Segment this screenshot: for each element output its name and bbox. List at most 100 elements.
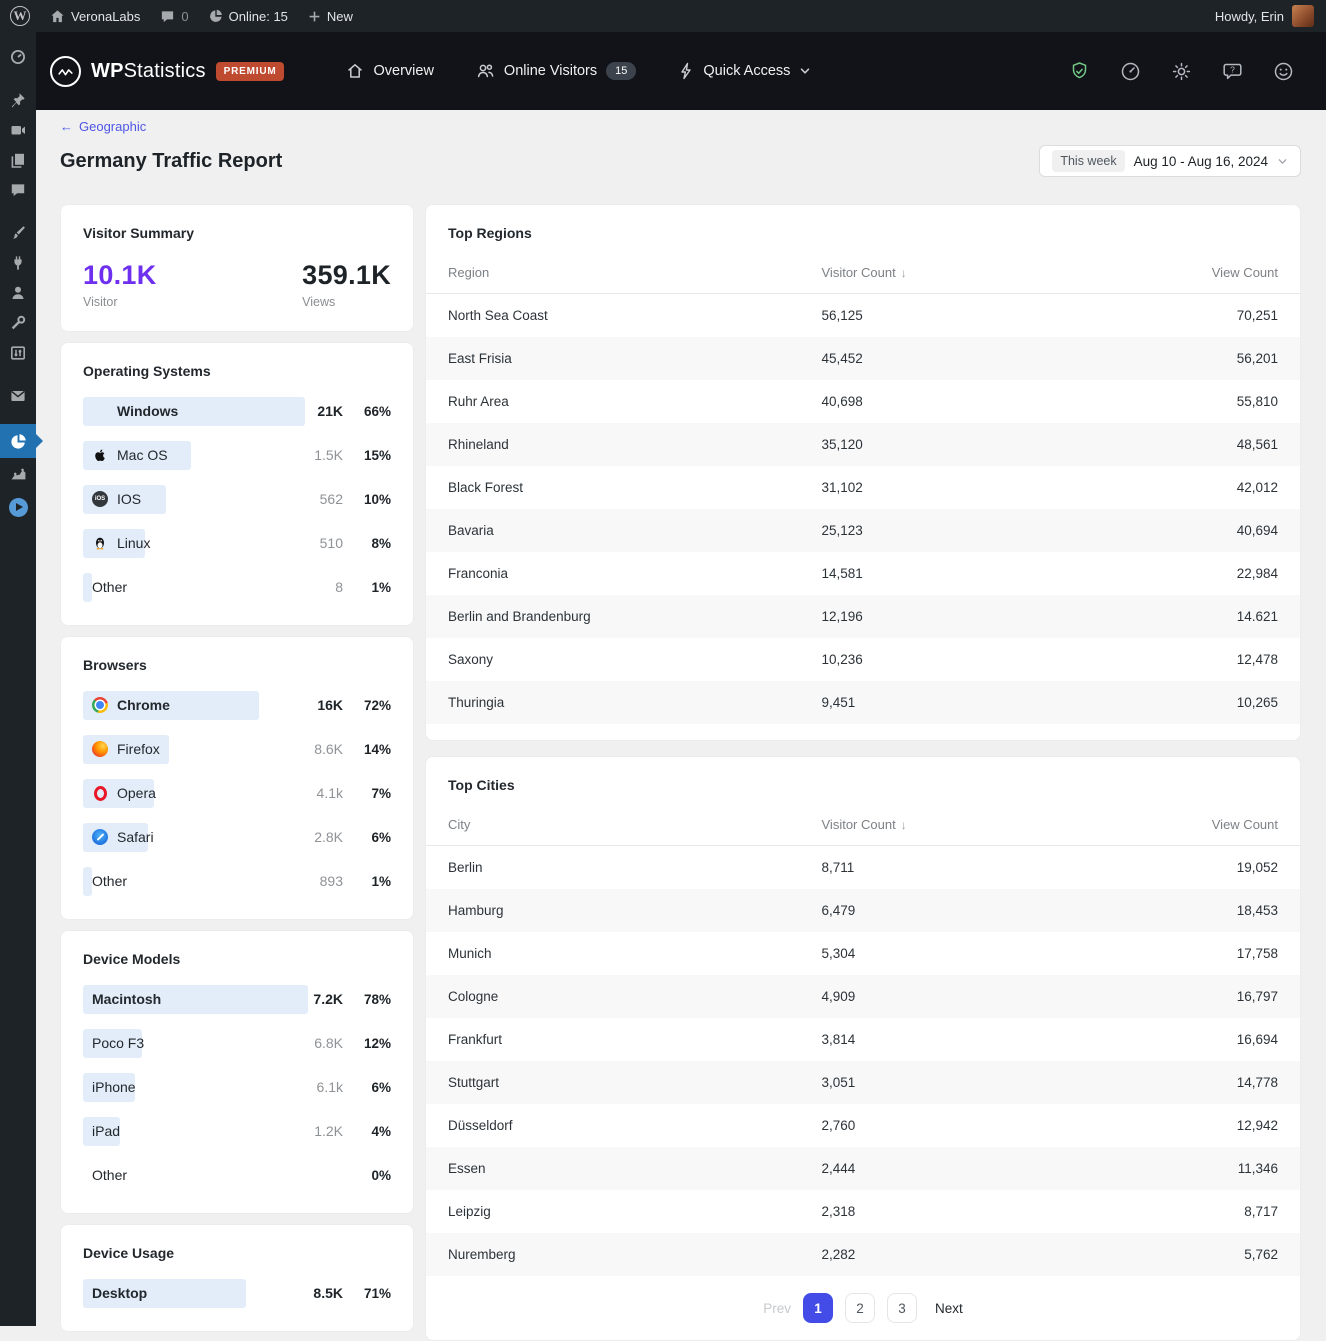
pagination-prev[interactable]: Prev bbox=[763, 1300, 791, 1316]
online-label: Online: 15 bbox=[228, 8, 288, 24]
stat-percent: 10% bbox=[363, 491, 391, 507]
visitor-count: 35,120 bbox=[821, 437, 863, 452]
city-name: Frankfurt bbox=[448, 1032, 503, 1047]
brush-icon bbox=[12, 226, 25, 239]
card-title: Top Cities bbox=[448, 777, 515, 793]
help-icon[interactable]: ? bbox=[1222, 61, 1243, 82]
brand-rest: Statistics bbox=[123, 59, 206, 82]
howdy-link[interactable]: Howdy, Erin bbox=[1214, 8, 1284, 24]
top-cities-card: Top Cities City Visitor Count ↓ View Coun… bbox=[425, 756, 1301, 1341]
sliders-icon bbox=[10, 346, 25, 360]
admin-bar: W VeronaLabs 0 Online: 15 New bbox=[0, 0, 1326, 32]
visitor-count: 9,451 bbox=[821, 695, 856, 710]
visitor-count: 2,318 bbox=[821, 1204, 856, 1219]
envelope-icon bbox=[11, 391, 25, 401]
sidebar-item-appearance[interactable] bbox=[0, 218, 36, 248]
stat-label: Other bbox=[92, 873, 128, 890]
nav-online-visitors[interactable]: Online Visitors 15 bbox=[476, 62, 637, 80]
city-name: Stuttgart bbox=[448, 1075, 500, 1090]
sidebar-item-tools[interactable] bbox=[0, 308, 36, 338]
wp-statistics-logo[interactable]: WPStatistics PREMIUM bbox=[50, 55, 285, 87]
breadcrumb-back-link[interactable]: ← Geographic bbox=[60, 119, 146, 134]
date-range-text: Aug 10 - Aug 16, 2024 bbox=[1133, 153, 1268, 169]
nav-quick-access[interactable]: Quick Access bbox=[678, 62, 811, 80]
table-row: Franconia 14,581 22,984 bbox=[426, 552, 1300, 595]
column-visitor-count[interactable]: Visitor Count ↓ bbox=[821, 817, 907, 832]
visitor-count: 45,452 bbox=[821, 351, 863, 366]
stat-percent: 78% bbox=[363, 991, 391, 1007]
model-row-poco-f3: Poco F3 6.8K 12% bbox=[83, 1028, 391, 1058]
sidebar-item-plugins[interactable] bbox=[0, 248, 36, 278]
stat-label: Linux bbox=[117, 535, 151, 552]
stat-percent: 6% bbox=[371, 1079, 391, 1095]
sidebar-item-media[interactable] bbox=[0, 115, 36, 145]
avatar[interactable] bbox=[1292, 5, 1314, 27]
comments-link[interactable]: 0 bbox=[150, 0, 198, 32]
card-title: Operating Systems bbox=[83, 362, 211, 379]
device-usage-card: Device Usage Desktop 8.5K 71% bbox=[60, 1223, 414, 1332]
sidebar-item-comments[interactable] bbox=[0, 175, 36, 205]
stat-label: IOS bbox=[117, 491, 142, 508]
shield-check-icon[interactable] bbox=[1069, 61, 1090, 82]
sidebar-item-settings[interactable] bbox=[0, 338, 36, 368]
new-content-link[interactable]: New bbox=[298, 0, 363, 32]
region-name: North Sea Coast bbox=[448, 308, 548, 323]
sidebar-item-mail[interactable] bbox=[0, 381, 36, 411]
nav-overview[interactable]: Overview bbox=[346, 62, 434, 80]
pagination-next[interactable]: Next bbox=[935, 1300, 963, 1316]
brand-wp: WP bbox=[91, 59, 124, 82]
table-row: Ruhr Area 40,698 55,810 bbox=[426, 380, 1300, 423]
browser-row-opera: Opera 4.1k 7% bbox=[83, 778, 391, 808]
top-regions-card: Top Regions Region Visitor Count ↓ View C… bbox=[425, 204, 1301, 741]
table-row: Saxony 10,236 12,478 bbox=[426, 638, 1300, 681]
view-count: 42,012 bbox=[1236, 480, 1278, 495]
table-header: City Visitor Count ↓ View Count bbox=[426, 805, 1300, 846]
wordpress-menu[interactable]: W bbox=[0, 0, 40, 32]
table-row: Essen 2,444 11,346 bbox=[426, 1147, 1300, 1190]
view-count: 10,265 bbox=[1236, 695, 1278, 710]
column-visitor-count[interactable]: Visitor Count ↓ bbox=[821, 265, 907, 280]
sidebar-item-dashboard[interactable] bbox=[0, 42, 36, 72]
gear-icon[interactable] bbox=[1171, 61, 1192, 82]
pagination-page-2[interactable]: 2 bbox=[845, 1293, 875, 1323]
stat-label: Opera bbox=[117, 785, 156, 802]
stat-value: 21K bbox=[317, 403, 343, 420]
pin-icon bbox=[11, 93, 25, 108]
sidebar-item-posts[interactable] bbox=[0, 85, 36, 115]
user-icon bbox=[12, 286, 24, 299]
visitor-count: 56,125 bbox=[821, 308, 863, 323]
view-count: 16,694 bbox=[1236, 1032, 1278, 1047]
pagination-page-1[interactable]: 1 bbox=[803, 1293, 833, 1323]
device-models-card: Device Models Macintosh 7.2K 78% Poco F3… bbox=[60, 929, 414, 1214]
table-row: Bavaria 25,123 40,694 bbox=[426, 509, 1300, 552]
site-name-link[interactable]: VeronaLabs bbox=[40, 0, 150, 32]
sidebar-item-analytics[interactable] bbox=[0, 458, 36, 488]
sidebar-item-users[interactable] bbox=[0, 278, 36, 308]
region-name: Thuringia bbox=[448, 695, 505, 710]
table-row: Berlin 8,711 19,052 bbox=[426, 846, 1300, 889]
area-chart-icon bbox=[11, 468, 25, 479]
sidebar-item-pages[interactable] bbox=[0, 145, 36, 175]
views-value: 359.1K bbox=[302, 260, 391, 290]
card-title: Device Models bbox=[83, 950, 181, 967]
os-row-linux: Linux 510 8% bbox=[83, 528, 391, 558]
view-count: 40,694 bbox=[1236, 523, 1278, 538]
browsers-card: Browsers Chrome 16K 72% Firefox 8.6K 14% bbox=[60, 635, 414, 920]
online-visitors-link[interactable]: Online: 15 bbox=[199, 0, 298, 32]
stat-label: Macintosh bbox=[92, 991, 162, 1008]
pagination-page-3[interactable]: 3 bbox=[887, 1293, 917, 1323]
sidebar-item-wp-statistics[interactable] bbox=[0, 424, 36, 458]
date-range-picker[interactable]: This week Aug 10 - Aug 16, 2024 bbox=[1039, 145, 1301, 177]
smiley-icon[interactable] bbox=[1273, 61, 1294, 82]
usage-row-desktop: Desktop 8.5K 71% bbox=[83, 1278, 391, 1308]
stat-bar bbox=[83, 572, 93, 602]
visitor-metric: 10.1K Visitor bbox=[83, 260, 157, 308]
views-label: Views bbox=[302, 294, 336, 309]
visitor-count: 5,304 bbox=[821, 946, 856, 961]
view-count: 17,758 bbox=[1236, 946, 1278, 961]
city-name: Berlin bbox=[448, 860, 483, 875]
browser-row-safari: Safari 2.8K 6% bbox=[83, 822, 391, 852]
gauge-icon[interactable] bbox=[1120, 61, 1141, 82]
sidebar-item-video-tutorials[interactable] bbox=[0, 492, 36, 522]
view-count: 16,797 bbox=[1236, 989, 1278, 1004]
